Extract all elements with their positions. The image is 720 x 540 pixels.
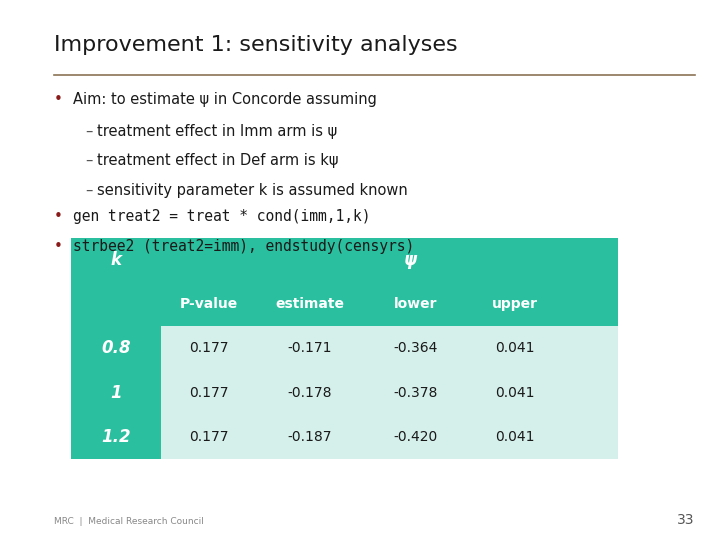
Text: lower: lower <box>394 297 437 311</box>
Text: strbee2 (treat2=imm), endstudy(censyrs): strbee2 (treat2=imm), endstudy(censyrs) <box>73 239 415 254</box>
Text: •: • <box>54 210 63 224</box>
Bar <box>71 282 618 326</box>
Text: -0.420: -0.420 <box>393 430 438 444</box>
Text: –: – <box>85 153 92 168</box>
Bar <box>71 415 161 459</box>
Text: 0.8: 0.8 <box>101 339 130 357</box>
Text: sensitivity parameter k is assumed known: sensitivity parameter k is assumed known <box>97 183 408 198</box>
Bar <box>71 370 161 415</box>
Text: 0.041: 0.041 <box>495 430 535 444</box>
Bar <box>161 370 618 415</box>
Text: upper: upper <box>492 297 538 311</box>
Text: 1.2: 1.2 <box>101 428 130 446</box>
Bar <box>161 415 618 459</box>
Text: P-value: P-value <box>179 297 238 311</box>
Text: treatment effect in Def arm is kψ: treatment effect in Def arm is kψ <box>97 153 338 168</box>
Text: 0.041: 0.041 <box>495 341 535 355</box>
Text: Aim: to estimate ψ in Concorde assuming: Aim: to estimate ψ in Concorde assuming <box>73 92 377 107</box>
Text: -0.187: -0.187 <box>288 430 332 444</box>
Text: -0.178: -0.178 <box>288 386 332 400</box>
Bar <box>161 326 618 370</box>
Text: 0.177: 0.177 <box>189 386 228 400</box>
Text: 0.177: 0.177 <box>189 430 228 444</box>
Text: •: • <box>54 239 63 254</box>
Text: 33: 33 <box>678 512 695 526</box>
Text: 0.041: 0.041 <box>495 386 535 400</box>
Bar <box>71 238 618 282</box>
Text: •: • <box>54 92 63 107</box>
Text: 1: 1 <box>110 383 122 402</box>
Text: -0.171: -0.171 <box>288 341 332 355</box>
Text: treatment effect in Imm arm is ψ: treatment effect in Imm arm is ψ <box>97 124 338 139</box>
Bar <box>71 326 161 370</box>
Text: –: – <box>85 183 92 198</box>
Text: ψ: ψ <box>403 251 416 269</box>
Text: Improvement 1: sensitivity analyses: Improvement 1: sensitivity analyses <box>54 35 458 55</box>
Text: –: – <box>85 124 92 139</box>
Text: estimate: estimate <box>276 297 344 311</box>
Text: MRC  |  Medical Research Council: MRC | Medical Research Council <box>54 517 204 526</box>
Text: -0.364: -0.364 <box>393 341 438 355</box>
Text: k: k <box>110 251 121 269</box>
Text: gen treat2 = treat * cond(imm,1,k): gen treat2 = treat * cond(imm,1,k) <box>73 210 371 224</box>
Text: -0.378: -0.378 <box>393 386 438 400</box>
Text: 0.177: 0.177 <box>189 341 228 355</box>
